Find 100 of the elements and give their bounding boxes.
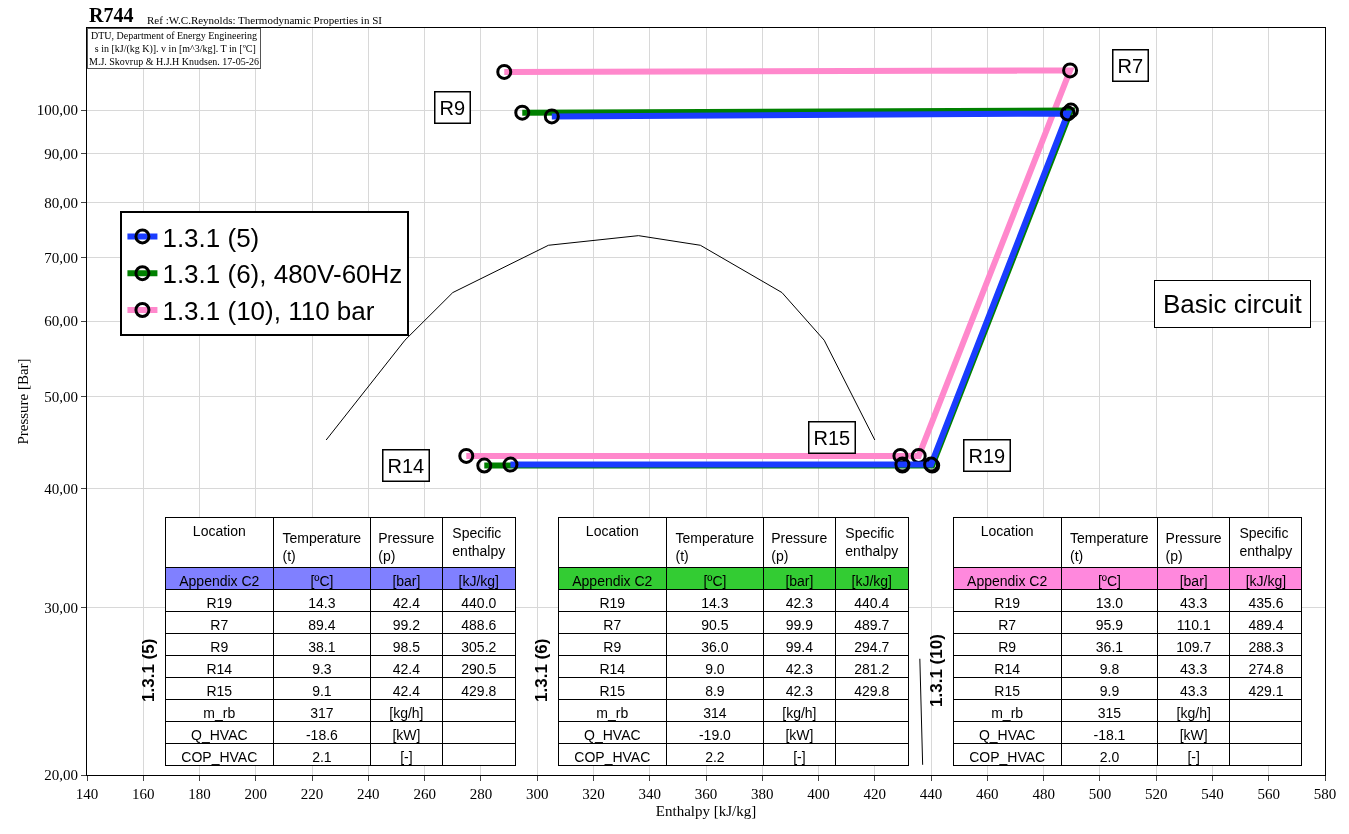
text: 42.4 [392,660,420,677]
y-tick-label: 50,00 [44,388,78,405]
text: 2.2 [705,748,725,765]
text: 274.8 [1248,660,1284,677]
text: 288.3 [1248,638,1284,655]
x-tick-label: 500 [1088,786,1112,802]
text: R15 [599,682,626,699]
category-label: Location [192,522,246,539]
text: 435.6 [1248,594,1284,611]
legend-label: 1.3.1 (10), 110 bar [162,296,375,327]
y-tick-label: 30,00 [44,599,78,616]
x-axis-title: Enthalpy [kJ/kg] [655,803,757,819]
text: [ºC] [310,572,334,589]
text: 488.6 [461,616,497,633]
annotation: R19 [968,444,1006,467]
text: 98.5 [392,638,420,655]
x-tick-label: 240 [357,786,380,802]
y-axis-title: Pressure [Bar] [15,358,31,445]
text: R7 [603,616,622,633]
text: R15 [994,682,1020,699]
text: 99.2 [392,616,420,633]
text: 42.3 [785,594,813,611]
category-label: Location [980,522,1034,539]
text: [-] [1187,748,1200,765]
text: [bar] [1179,572,1208,589]
text: -18.6 [305,726,338,743]
text: -18.1 [1093,726,1126,743]
annotation: DTU, Department of Energy Engineering s in [kJ/(kg K)]. v in [m^3/kg]. T in [ºC] M.J. Skovrup & H.J.H Knudsen. 17-05-26 [89,30,259,67]
y-tick-label: 20,00 [44,767,78,784]
text: 290.5 [461,660,497,677]
text: [-] [400,748,413,765]
text: 429.8 [854,682,890,699]
x-tick-label: 160 [132,786,155,802]
text: 99.4 [785,638,813,655]
category-label: Specific enthalpy [1239,525,1293,560]
text: 294.7 [854,638,890,655]
text: 43.3 [1180,682,1208,699]
text: 429.1 [1248,682,1284,699]
annotation: R14 [387,454,425,477]
text: 90.5 [701,616,729,633]
text: 429.8 [461,682,497,699]
text: 110.1 [1176,616,1211,633]
category-label: Location [585,522,639,539]
text: 13.0 [1095,594,1124,611]
text: 440.0 [461,594,497,611]
text: 9.0 [705,660,725,677]
text: m_rb [596,704,629,721]
annotation: R9 [439,96,466,119]
category-label: Specific enthalpy [452,525,506,560]
text: [bar] [392,572,421,589]
text: [kg/h] [1176,704,1211,721]
text: COP_HVAC [181,748,258,765]
text: R9 [998,638,1017,655]
annotation: R15 [813,426,851,449]
text: 42.3 [785,682,813,699]
text: [kW] [392,726,421,743]
legend-label: 1.3.1 (6), 480V-60Hz [162,259,403,290]
text: 9.3 [312,660,332,677]
y-tick-label: 80,00 [44,194,78,211]
text: Appendix C2 [967,572,1048,589]
text: 36.0 [701,638,729,655]
text: 314 [703,704,727,721]
x-tick-label: 200 [244,786,268,802]
annotation: Basic circuit [1163,289,1303,319]
text: COP_HVAC [969,748,1046,765]
chart-title: 1.3.1 (10) [927,634,947,707]
chart-title: 1.3.1 (5) [139,638,159,702]
x-tick-label: 380 [751,786,774,802]
x-tick-label: 300 [525,786,549,802]
x-tick-label: 580 [1313,786,1337,802]
chart-title: R744 [89,4,134,26]
category-label: Pressure (p) [1165,530,1222,565]
text: [kJ/kg] [458,572,500,589]
text: 305.2 [461,638,497,655]
text: 317 [310,704,334,721]
text: 489.7 [854,616,890,633]
text: COP_HVAC [574,748,651,765]
text: Appendix C2 [572,572,653,589]
chart-title: 1.3.1 (6) [532,638,552,702]
x-tick-label: 540 [1201,786,1224,802]
text: 109.7 [1176,638,1212,655]
text: R19 [994,594,1020,611]
text: 38.1 [308,638,336,655]
text: 9.1 [312,682,332,699]
text: 42.4 [392,594,420,611]
text: R9 [210,638,229,655]
text: 42.4 [392,682,420,699]
x-tick-label: 440 [919,786,943,802]
text: 43.3 [1180,660,1208,677]
text: 489.4 [1248,616,1284,633]
text: R14 [206,660,233,677]
text: R14 [994,660,1020,677]
x-tick-label: 180 [188,786,211,802]
text: R15 [206,682,233,699]
x-tick-label: 560 [1257,786,1280,802]
text: R9 [603,638,622,655]
category-label: Specific enthalpy [845,525,899,560]
x-tick-label: 360 [694,786,718,802]
text: R19 [206,594,233,611]
category-label: Temperature (t) [282,530,362,565]
